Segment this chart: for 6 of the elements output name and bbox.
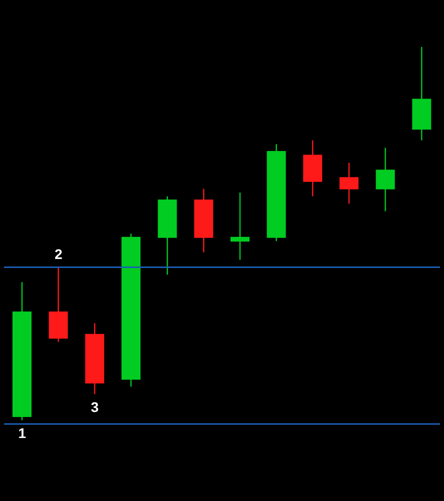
annotation: 1 <box>18 425 26 442</box>
candlestick <box>340 162 358 204</box>
candlestick <box>230 192 250 260</box>
annotation: 3 <box>90 399 99 416</box>
annotation: 2 <box>54 246 63 262</box>
candlestick <box>376 147 395 212</box>
